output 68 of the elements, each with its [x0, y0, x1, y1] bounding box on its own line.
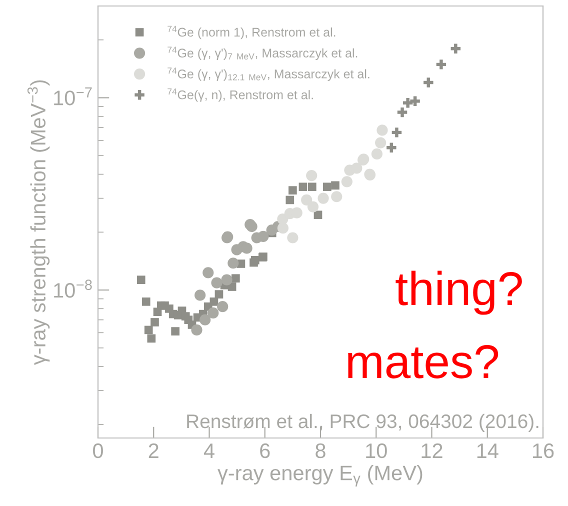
x-tick-label: 16: [533, 443, 554, 458]
point: [241, 242, 252, 254]
point: [301, 194, 312, 206]
point: [142, 297, 150, 306]
point: [402, 98, 413, 108]
point: [351, 162, 362, 174]
y-axis-title: γ-ray strength function (MeV$^{−3}$): [27, 80, 50, 365]
point: [306, 170, 318, 182]
annotation: mates?: [348, 345, 498, 378]
annotation: Renstrøm et al., PRC 93, 064302 (2016).: [187, 414, 538, 432]
point: [200, 314, 211, 326]
point: [376, 124, 388, 136]
point: [314, 210, 322, 220]
point: [150, 318, 159, 326]
x-axis-title: γ-ray energy E$_{γ}$ (MeV): [218, 465, 422, 486]
point: [287, 232, 298, 244]
point: [436, 60, 446, 70]
y-tick-label: 10$^{−7}$: [54, 87, 92, 106]
point: [375, 137, 386, 148]
point: [194, 290, 206, 301]
point: [232, 274, 240, 283]
y-tick-label: 10$^{−8}$: [54, 280, 92, 298]
x-tick-label: 8: [316, 443, 326, 458]
point: [211, 277, 222, 288]
point: [392, 128, 402, 138]
point: [331, 181, 340, 190]
x-tick-label: 6: [260, 443, 270, 458]
point: [323, 182, 332, 192]
point: [136, 276, 146, 284]
point: [298, 182, 308, 192]
legend-label: $^{74}$Ge(γ, n), Renstrom et al.: [168, 88, 313, 102]
point: [202, 267, 214, 278]
point: [410, 96, 420, 106]
point: [250, 256, 260, 264]
point: [386, 142, 396, 153]
point: [331, 191, 342, 202]
point: [371, 148, 383, 160]
x-tick-label: 10: [366, 443, 387, 458]
legend-label: $^{74}$Ge (norm 1), Renstrom et al.: [168, 26, 336, 40]
point: [277, 222, 289, 234]
point: [286, 196, 294, 204]
point: [221, 274, 232, 286]
point: [217, 301, 228, 312]
point: [258, 230, 269, 242]
x-tick-label: 4: [204, 444, 214, 458]
point: [450, 44, 461, 54]
point: [210, 297, 218, 306]
point: [147, 334, 156, 343]
annotation: thing?: [396, 270, 522, 315]
point: [308, 182, 316, 192]
point: [208, 307, 219, 318]
point: [397, 107, 408, 118]
x-tick-label: 0: [93, 443, 103, 458]
legend-label: $^{74}$Ge (γ, γ')$_{7 MeV}$, Massarczyk et al.: [168, 46, 358, 60]
point: [171, 327, 180, 336]
point: [318, 192, 329, 204]
x-tick-label: 2: [148, 443, 158, 458]
point: [341, 176, 352, 188]
point: [228, 258, 239, 269]
point: [288, 186, 297, 194]
point: [424, 78, 434, 88]
legend-label: $^{74}$Ge (γ, γ')$_{12.1 MeV}$, Massarczyk et al.: [168, 68, 370, 81]
point: [307, 201, 319, 212]
x-tick-label: 14: [477, 444, 498, 458]
x-tick-label: 12: [422, 443, 442, 458]
point: [144, 326, 153, 334]
point: [214, 290, 224, 298]
point: [191, 324, 202, 336]
